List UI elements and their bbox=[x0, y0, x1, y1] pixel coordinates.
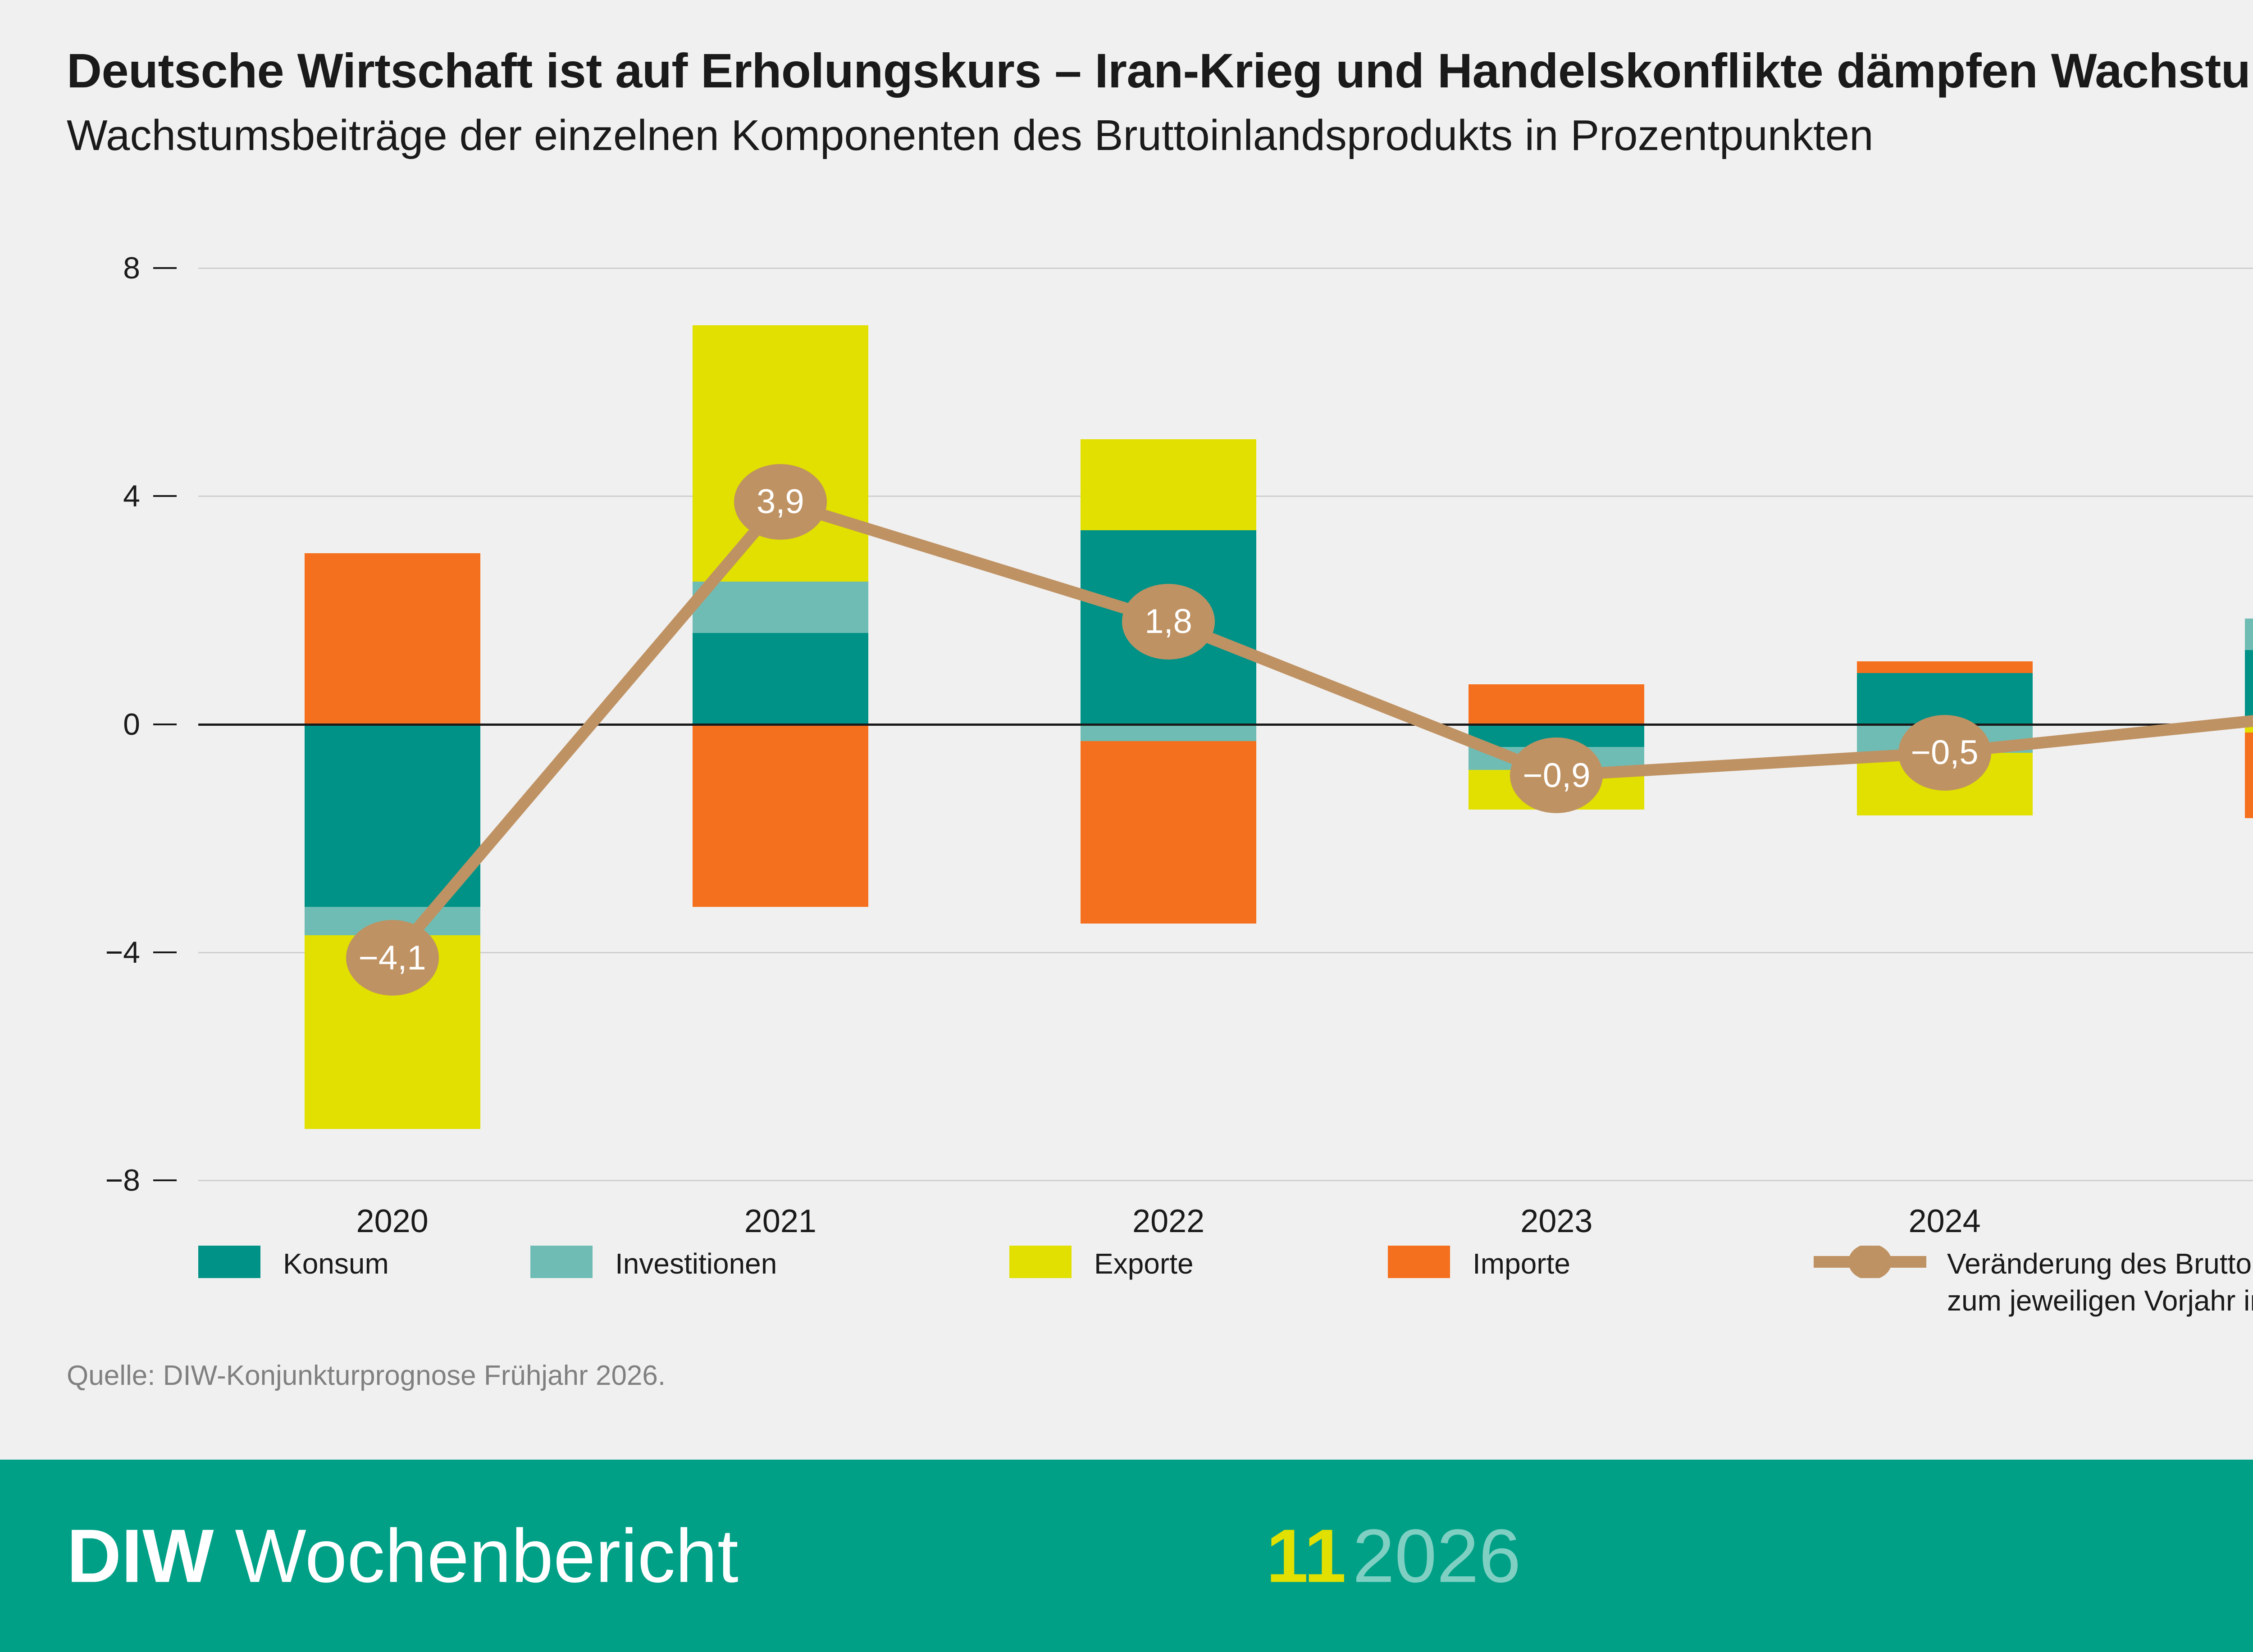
bar-segment-investitionen bbox=[1081, 724, 1257, 742]
legend-item-importe[interactable]: Importe bbox=[1388, 1246, 1570, 1283]
footer-issue-number: 11 bbox=[1266, 1513, 1346, 1598]
page-title: Deutsche Wirtschaft ist auf Erholungskur… bbox=[67, 43, 2253, 98]
gridline bbox=[198, 268, 2253, 269]
bar-segment-investitionen bbox=[2244, 619, 2253, 650]
x-axis-label-2024: 2024 bbox=[1908, 1203, 1981, 1239]
bar-segment-importe bbox=[1469, 684, 1645, 724]
legend-swatch-exporte bbox=[1009, 1246, 1072, 1278]
legend-label-gdp-line-2: zum jeweiligen Vorjahr in Prozent bbox=[1947, 1284, 2253, 1317]
gdp-value-bubble[interactable]: 3,9 bbox=[734, 464, 827, 540]
legend-label-importe: Importe bbox=[1473, 1247, 1570, 1280]
gdp-value-bubble[interactable]: 1,8 bbox=[1122, 583, 1215, 660]
chart-plot-area: Prognose 840−4−8 −4,13,91,8−0,9−0,50,21,… bbox=[105, 251, 2253, 1239]
footer-brand: DIW Wochenbericht bbox=[67, 1512, 739, 1599]
legend-swatch-importe bbox=[1388, 1246, 1450, 1278]
x-axis-label-2021: 2021 bbox=[744, 1203, 816, 1239]
source-note: Quelle: DIW-Konjunkturprognose Frühjahr … bbox=[67, 1360, 666, 1391]
bar-segment-konsum bbox=[304, 724, 480, 907]
legend-label-gdp-line: Veränderung des Bruttoinlandsprodukts im… bbox=[1947, 1246, 2253, 1320]
y-axis-tick-mark bbox=[153, 495, 177, 497]
legend-swatch-konsum bbox=[198, 1246, 260, 1278]
legend-label-investitionen: Investitionen bbox=[615, 1247, 777, 1280]
gdp-value-bubble[interactable]: −4,1 bbox=[346, 920, 439, 996]
bar-segment-konsum bbox=[2244, 650, 2253, 724]
footer-issue-year: 2026 bbox=[1352, 1513, 1521, 1598]
bar-segment-exporte bbox=[1081, 439, 1257, 531]
page-subtitle: Wachstumsbeiträge der einzelnen Komponen… bbox=[67, 111, 1874, 160]
y-axis-label: −4 bbox=[105, 935, 140, 969]
footer-bar: DIW Wochenbericht 112026 DIW BERLIN bbox=[0, 1460, 2253, 1652]
legend-item-exporte[interactable]: Exporte bbox=[1009, 1246, 1194, 1283]
bar-segment-importe bbox=[1856, 661, 2033, 673]
y-axis-tick-mark bbox=[153, 1179, 177, 1181]
y-axis-label: 8 bbox=[123, 251, 140, 285]
gdp-value-bubble[interactable]: −0,5 bbox=[1898, 715, 1991, 791]
bar-segment-importe bbox=[304, 553, 480, 724]
bar-segment-konsum bbox=[692, 633, 868, 724]
y-axis-tick-mark bbox=[153, 723, 177, 725]
legend-label-gdp-line-1: Veränderung des Bruttoinlandsprodukts im… bbox=[1947, 1247, 2253, 1280]
gdp-value-bubble[interactable]: −0,9 bbox=[1510, 737, 1603, 814]
legend-item-konsum[interactable]: Konsum bbox=[198, 1246, 389, 1283]
bar-segment-investitionen bbox=[692, 582, 868, 633]
bar-segment-importe bbox=[692, 724, 868, 907]
bar-segment-importe bbox=[1081, 741, 1257, 924]
line-marker-icon bbox=[1814, 1244, 1926, 1280]
gridline bbox=[198, 1180, 2253, 1181]
chart-legend: Konsum Investitionen Exporte Importe Ver… bbox=[198, 1244, 2253, 1336]
chart-header: Deutsche Wirtschaft ist auf Erholungskur… bbox=[67, 45, 2253, 159]
y-axis-tick-mark bbox=[153, 951, 177, 953]
x-axis-label-2022: 2022 bbox=[1132, 1203, 1205, 1239]
footer-brand-regular: Wochenbericht bbox=[235, 1513, 739, 1598]
legend-item-gdp-line[interactable]: Veränderung des Bruttoinlandsprodukts im… bbox=[1814, 1244, 2253, 1320]
legend-item-investitionen[interactable]: Investitionen bbox=[530, 1246, 777, 1283]
x-axis-label-2020: 2020 bbox=[356, 1203, 429, 1239]
y-axis-tick-mark bbox=[153, 267, 177, 269]
legend-label-konsum: Konsum bbox=[283, 1247, 389, 1280]
y-axis-label: −8 bbox=[105, 1163, 140, 1197]
x-axis-label-2023: 2023 bbox=[1520, 1203, 1593, 1239]
bar-segment-exporte bbox=[692, 325, 868, 582]
footer-brand-bold: DIW bbox=[67, 1513, 214, 1598]
y-axis-label: 0 bbox=[123, 707, 140, 742]
y-axis-label: 4 bbox=[123, 479, 140, 514]
legend-label-exporte: Exporte bbox=[1094, 1247, 1194, 1280]
footer-issue: 112026 bbox=[1266, 1512, 1521, 1599]
legend-swatch-investitionen bbox=[530, 1246, 593, 1278]
bar-segment-importe bbox=[2244, 733, 2253, 819]
